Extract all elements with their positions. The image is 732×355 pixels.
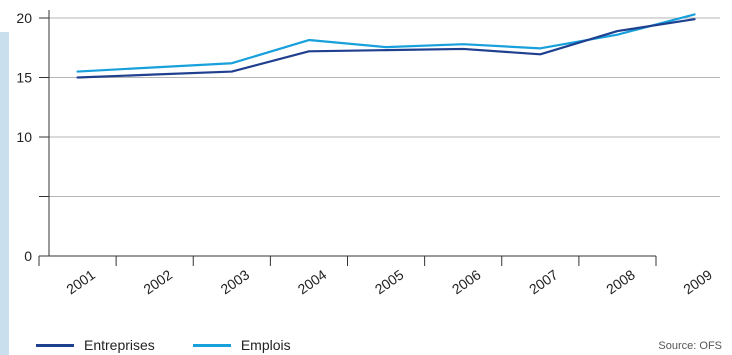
y-tick-label-20: 20 bbox=[16, 10, 32, 26]
x-tick-label-2005: 2005 bbox=[372, 266, 407, 297]
y-tick-label-0: 0 bbox=[24, 248, 32, 264]
x-tick-label-2002: 2002 bbox=[140, 266, 175, 297]
x-axis-ticks: 2001 2002 2003 2004 2005 2006 2007 2008 2009 bbox=[38, 256, 715, 297]
legend-label-emplois: Emplois bbox=[240, 337, 291, 353]
x-tick-label-2008: 2008 bbox=[603, 266, 638, 297]
series-lines bbox=[76, 13, 696, 79]
series-line-emplois bbox=[76, 13, 696, 73]
x-tick-label-2001: 2001 bbox=[63, 266, 98, 297]
x-tick-label-2003: 2003 bbox=[218, 266, 253, 297]
side-accent-strip bbox=[0, 32, 9, 355]
legend-label-entreprises: Entreprises bbox=[84, 337, 155, 353]
x-tick-label-2007: 2007 bbox=[526, 266, 561, 297]
legend-item-entreprises: Entreprises bbox=[36, 337, 155, 353]
line-chart: 0 10 15 20 2001 2002 2003 2004 2005 2006 2007 2008… bbox=[16, 10, 720, 297]
gridlines bbox=[49, 17, 720, 197]
x-tick-label-2004: 2004 bbox=[295, 266, 330, 297]
source-note: Source: OFS bbox=[658, 340, 722, 352]
legend: Entreprises Emplois bbox=[36, 337, 329, 353]
y-tick-label-10: 10 bbox=[16, 129, 32, 145]
y-tick-label-15: 15 bbox=[16, 70, 32, 86]
legend-swatch-emplois bbox=[192, 343, 231, 347]
legend-item-emplois: Emplois bbox=[192, 337, 291, 353]
legend-swatch-entreprises bbox=[36, 343, 74, 347]
x-tick-label-2006: 2006 bbox=[449, 266, 484, 297]
series-line-entreprises bbox=[76, 18, 696, 79]
x-tick-label-2009: 2009 bbox=[680, 266, 715, 297]
y-axis-ticks: 0 10 15 20 bbox=[16, 10, 49, 264]
